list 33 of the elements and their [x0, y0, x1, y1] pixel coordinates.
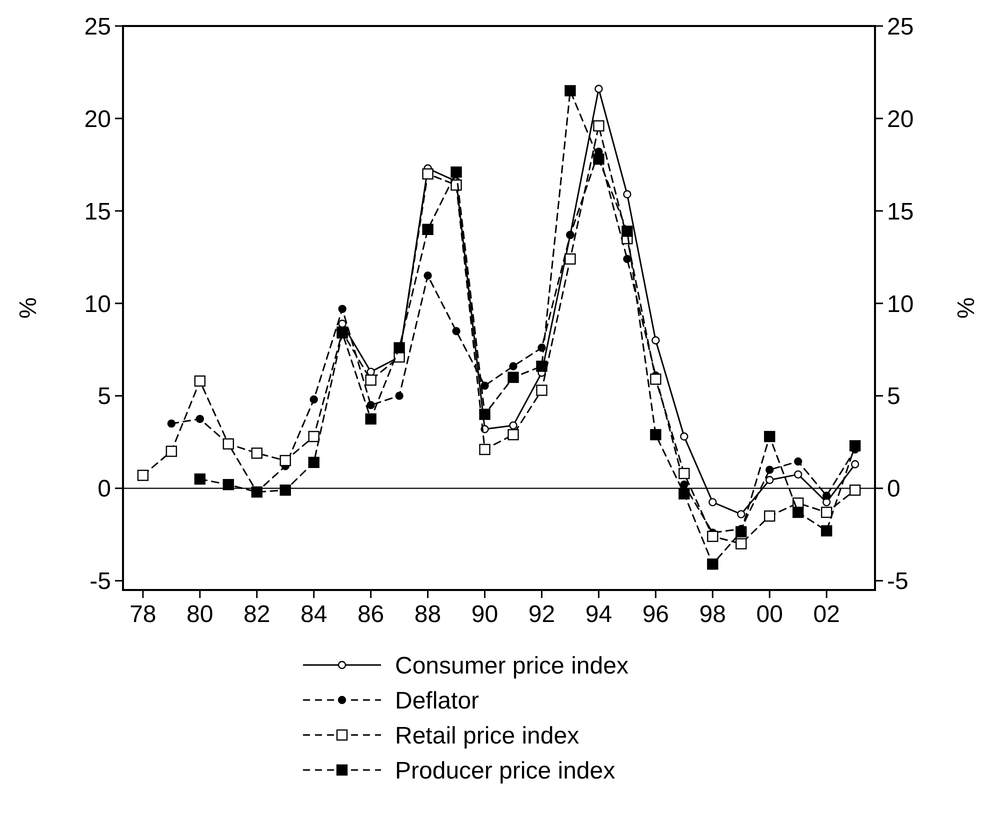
- y-axis-title: %: [15, 297, 42, 319]
- y-tick-label: 0: [98, 476, 111, 503]
- y2-tick-label: 15: [887, 198, 914, 226]
- y-tick-label: -5: [90, 568, 111, 596]
- y2-tick-label: 5: [887, 383, 900, 410]
- x-tick-label: 94: [585, 601, 612, 628]
- x-tick-label: 88: [414, 601, 442, 628]
- y2-tick-label: -5: [887, 568, 908, 596]
- y2-tick-label: 25: [887, 13, 914, 40]
- x-tick-label: 78: [130, 601, 156, 628]
- y-tick-label: 5: [98, 383, 111, 410]
- legend-label: Deflator: [395, 687, 480, 714]
- y2-axis-title: %: [953, 297, 980, 319]
- legend-label: Retail price index: [395, 722, 580, 750]
- y-tick-label: 20: [84, 106, 111, 133]
- y-tick-label: 15: [84, 198, 111, 226]
- x-tick-label: 00: [756, 601, 783, 628]
- x-tick-label: 84: [300, 601, 328, 628]
- x-tick-label: 96: [642, 601, 670, 628]
- y2-tick-label: 10: [887, 290, 914, 318]
- x-tick-label: 92: [528, 601, 556, 628]
- legend-label: Consumer price index: [395, 652, 628, 680]
- x-tick-label: 86: [357, 601, 384, 628]
- y-tick-label: 25: [84, 13, 111, 40]
- x-tick-label: 02: [813, 601, 840, 628]
- x-tick-label: 98: [699, 601, 726, 628]
- x-tick-label: 82: [244, 601, 270, 628]
- y2-tick-label: 20: [887, 106, 914, 133]
- x-tick-label: 80: [186, 601, 214, 628]
- legend-label: Producer price index: [395, 757, 616, 784]
- x-tick-label: 90: [471, 601, 498, 628]
- y-tick-label: 10: [84, 290, 111, 318]
- y2-tick-label: 0: [887, 476, 900, 503]
